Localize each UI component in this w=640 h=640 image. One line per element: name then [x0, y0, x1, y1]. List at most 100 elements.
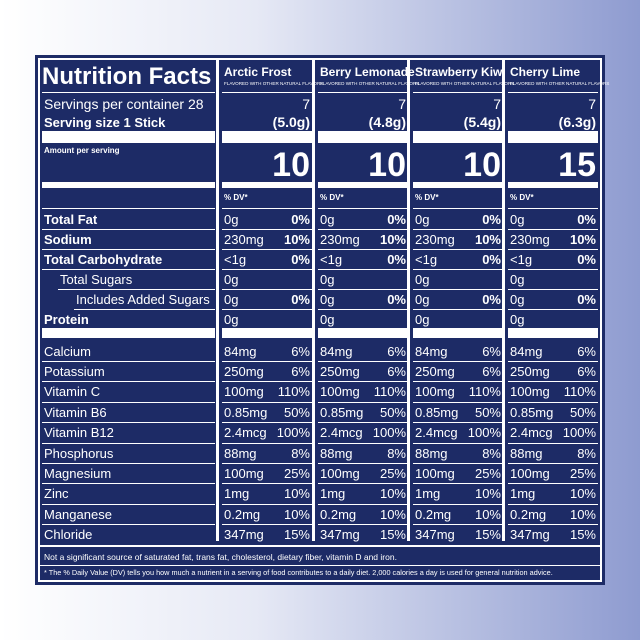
- amount: 2.4mcg: [510, 425, 553, 441]
- rule: [318, 381, 408, 383]
- flavor-name: Cherry Lime: [510, 65, 581, 79]
- rule: [413, 131, 503, 143]
- flavor-note: FLAVORED WITH OTHER NATURAL FLAVORS: [224, 80, 324, 86]
- amount: <1g: [224, 251, 247, 267]
- flavor-note: FLAVORED WITH OTHER NATURAL FLAVORS: [415, 80, 515, 86]
- rule: [42, 422, 215, 424]
- daily-value: 0%: [482, 291, 501, 307]
- daily-value: 110%: [277, 384, 310, 400]
- amount: 250mg: [320, 363, 360, 379]
- amount: 0g: [415, 311, 430, 327]
- daily-value: 100%: [276, 425, 310, 441]
- rule: [222, 401, 312, 403]
- rule: [508, 361, 598, 362]
- daily-value: 110%: [468, 384, 501, 400]
- servings-count: 7: [302, 96, 310, 112]
- amount: 2.4mcg: [320, 425, 363, 441]
- daily-value: 25%: [379, 465, 406, 481]
- rule: [222, 131, 312, 143]
- amount: 230mg: [320, 231, 360, 247]
- daily-value: 6%: [387, 363, 406, 379]
- rule: [508, 442, 598, 444]
- nutrient-name: Total Fat: [44, 211, 98, 227]
- servings-count: 7: [398, 96, 406, 112]
- daily-value: 6%: [291, 343, 310, 359]
- amount: 2.4mcg: [224, 425, 267, 441]
- rule: [318, 328, 408, 338]
- footnote: * The % Daily Value (DV) tells you how m…: [44, 568, 553, 578]
- amount: 88mg: [320, 445, 353, 461]
- amount: 0g: [415, 291, 430, 307]
- daily-value: 100%: [562, 425, 596, 441]
- rule: [318, 401, 408, 403]
- rule: [40, 565, 600, 566]
- rule: [42, 483, 215, 485]
- amount: 0.2mg: [320, 506, 357, 522]
- daily-value: 0%: [291, 211, 310, 227]
- rule: [508, 328, 598, 338]
- nutrient-name: Protein: [44, 311, 89, 327]
- rule: [222, 463, 312, 464]
- daily-value: 6%: [387, 343, 406, 359]
- rule: [318, 269, 408, 270]
- amount: 230mg: [224, 231, 264, 247]
- daily-value: 0%: [291, 291, 310, 307]
- serving-size-value: (4.8g): [368, 114, 406, 130]
- daily-value: 110%: [563, 384, 596, 400]
- flavor-note: FLAVORED WITH OTHER NATURAL FLAVORS: [320, 80, 420, 86]
- flavor-note: FLAVORED WITH OTHER NATURAL FLAVORS: [510, 80, 610, 86]
- amount: 88mg: [224, 445, 257, 461]
- amount: 0.85mg: [415, 404, 459, 420]
- rule: [318, 289, 408, 290]
- servings-count: 7: [493, 96, 501, 112]
- daily-value: 6%: [577, 363, 596, 379]
- daily-value: 100%: [467, 425, 501, 441]
- daily-value: 0%: [577, 251, 596, 267]
- rule: [42, 249, 215, 250]
- rule: [222, 503, 312, 505]
- rule: [508, 208, 598, 209]
- amount: 84mg: [415, 343, 448, 359]
- calories: 10: [368, 146, 406, 184]
- daily-value: 0%: [387, 211, 406, 227]
- daily-value: 6%: [291, 363, 310, 379]
- nutrient-name: Chloride: [44, 527, 93, 543]
- rule: [508, 381, 598, 383]
- rule: [318, 483, 408, 485]
- rule: [413, 182, 503, 188]
- calories: 10: [272, 146, 310, 184]
- amount: <1g: [510, 251, 533, 267]
- rule: [318, 442, 408, 444]
- rule: [508, 524, 598, 526]
- rule: [318, 249, 408, 250]
- amount: 0g: [320, 271, 335, 287]
- dv-label: % DV*: [510, 193, 534, 202]
- amount: 0g: [510, 311, 525, 327]
- rule: [508, 131, 598, 143]
- amount: 1mg: [224, 486, 250, 502]
- rule: [42, 92, 215, 93]
- rule: [42, 524, 215, 526]
- nutrient-name: Potassium: [44, 363, 105, 379]
- rule: [222, 249, 312, 250]
- daily-value: 15%: [379, 527, 406, 543]
- serving-size-value: (5.0g): [272, 114, 310, 130]
- rule: [42, 361, 215, 362]
- amount: 100mg: [320, 465, 360, 481]
- rule: [508, 229, 598, 230]
- rule: [74, 309, 215, 310]
- daily-value: 50%: [474, 404, 501, 420]
- amount: 0g: [320, 291, 335, 307]
- rule: [318, 503, 408, 505]
- rule: [413, 309, 503, 310]
- amount: 100mg: [510, 465, 550, 481]
- amount: 0g: [320, 211, 335, 227]
- rule: [222, 182, 312, 188]
- daily-value: 10%: [569, 506, 596, 522]
- rule: [502, 60, 505, 541]
- daily-value: 10%: [379, 231, 406, 247]
- nutrient-name: Vitamin B12: [44, 425, 114, 441]
- daily-value: 25%: [474, 465, 501, 481]
- rule: [318, 229, 408, 230]
